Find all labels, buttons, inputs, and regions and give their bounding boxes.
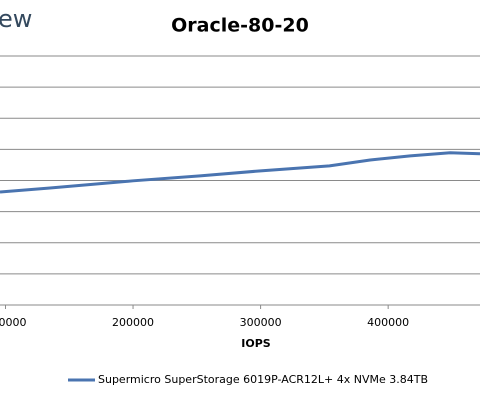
chart-title: Oracle-80-20 — [171, 15, 309, 37]
x-tick-label: 200000 — [112, 316, 154, 329]
x-tick-label: 300000 — [240, 316, 282, 329]
legend-label: Supermicro SuperStorage 6019P-ACR12L+ 4x… — [98, 373, 428, 386]
x-tick-label: 100000 — [0, 316, 26, 329]
logo-text: ew — [0, 5, 32, 33]
x-axis-label: IOPS — [241, 337, 271, 350]
x-tick-label: 400000 — [367, 316, 409, 329]
data-line — [0, 151, 480, 194]
